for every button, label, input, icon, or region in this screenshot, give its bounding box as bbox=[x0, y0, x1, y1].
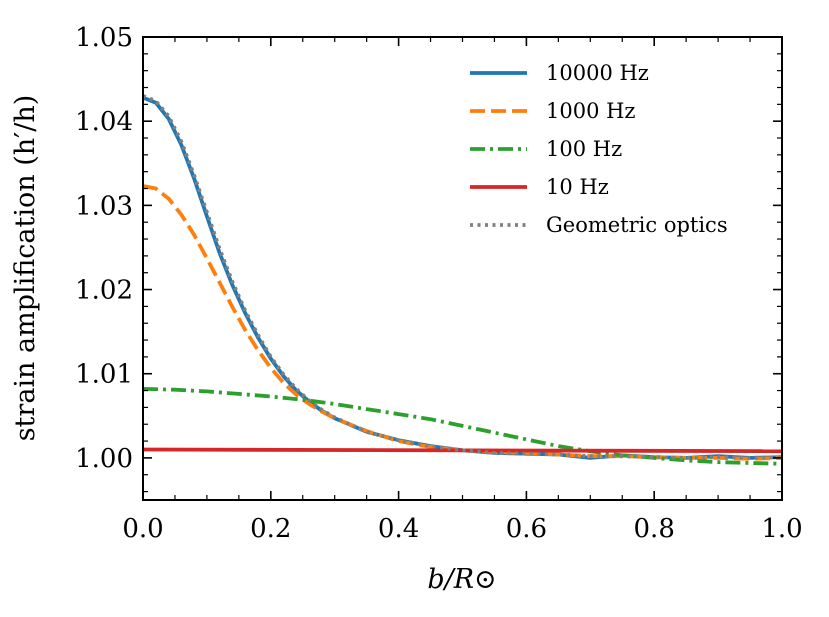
y-tick-label: 1.03 bbox=[75, 191, 133, 221]
y-tick-label: 1.05 bbox=[75, 23, 133, 53]
x-tick-label: 0.4 bbox=[378, 514, 419, 544]
legend-label: 1000 Hz bbox=[546, 99, 636, 123]
legend-label: 100 Hz bbox=[546, 137, 622, 161]
x-tick-label: 1.0 bbox=[761, 514, 802, 544]
y-tick-label: 1.00 bbox=[75, 444, 133, 474]
legend: 10000 Hz 1000 Hz 100 Hz 10 Hz Geometric opti… bbox=[470, 61, 728, 237]
x-tick-label: 0.2 bbox=[250, 514, 291, 544]
series-line-100-hz bbox=[143, 387, 782, 466]
series-layer bbox=[143, 94, 782, 466]
legend-label: 10000 Hz bbox=[546, 61, 649, 85]
y-tick-label: 1.02 bbox=[75, 276, 133, 306]
series-line-10000-hz bbox=[143, 95, 782, 460]
legend-label: Geometric optics bbox=[546, 213, 728, 237]
x-tick-label: 0.0 bbox=[122, 514, 163, 544]
y-tick-label: 1.04 bbox=[75, 107, 133, 137]
x-tick-label: 0.8 bbox=[634, 514, 675, 544]
x-tick-label: 0.6 bbox=[506, 514, 547, 544]
axes-layer: 0.0 0.2 0.4 0.6 0.8 1.0 1.00 1.01 1.02 1.03 1.04 1.… bbox=[75, 23, 803, 544]
y-axis-title: strain amplification (h′/h) bbox=[10, 95, 41, 442]
series-line-geometric-optics bbox=[143, 94, 782, 460]
legend-label: 10 Hz bbox=[546, 175, 609, 199]
y-tick-label: 1.01 bbox=[75, 360, 133, 390]
axes-frame bbox=[142, 36, 783, 501]
x-axis-title: b/R⊙ bbox=[427, 564, 496, 595]
